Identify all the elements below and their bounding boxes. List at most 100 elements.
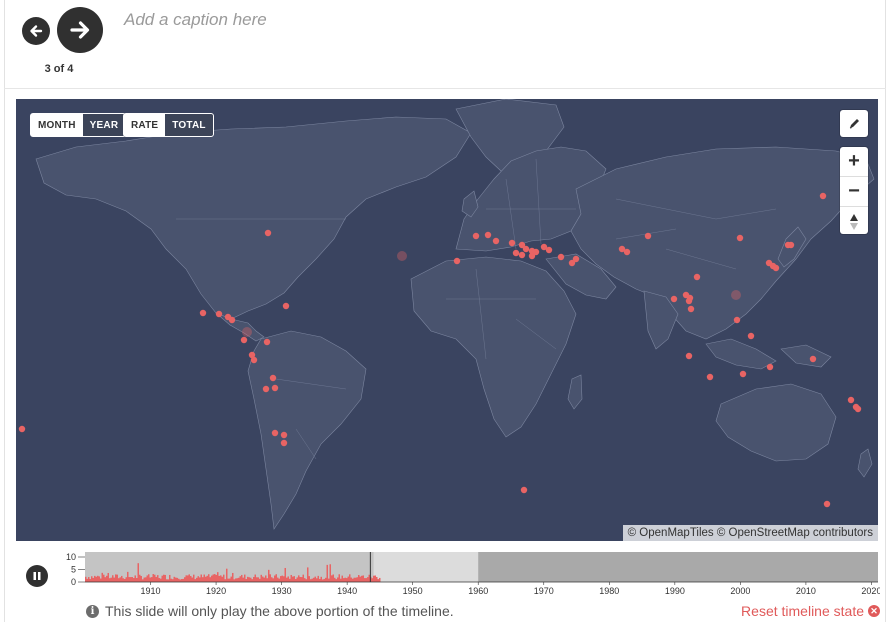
timeline-bar <box>281 575 283 582</box>
map-marker[interactable] <box>282 302 290 310</box>
reset-label: Reset timeline state <box>741 603 864 619</box>
timeline-bar <box>235 578 237 582</box>
map-marker[interactable] <box>484 231 492 239</box>
map-marker[interactable] <box>623 248 631 256</box>
timeline-bar <box>353 577 355 582</box>
map-marker[interactable] <box>557 253 565 261</box>
timeline-bar <box>145 577 147 582</box>
timeline-bar <box>328 578 330 582</box>
timeline-chart[interactable]: 10 5 0 1910 1920 1930 1940 1950 1960 1970 1980 199… <box>60 548 880 598</box>
pencil-icon[interactable] <box>840 110 868 137</box>
timeline-bar <box>256 577 258 582</box>
timeline-bar <box>127 571 129 582</box>
map-marker[interactable] <box>644 232 652 240</box>
timeline-bar <box>292 576 294 582</box>
map-marker[interactable] <box>685 297 693 305</box>
timeline-bar <box>296 577 298 582</box>
timeline-bar <box>178 578 180 582</box>
map-marker[interactable] <box>269 374 277 382</box>
timeline-notice: i This slide will only play the above po… <box>86 603 454 619</box>
map-marker[interactable] <box>766 363 774 371</box>
period-option-month[interactable]: MONTH <box>31 114 83 136</box>
map-marker[interactable] <box>528 252 536 260</box>
timeline-bar <box>206 575 208 582</box>
map-marker[interactable] <box>733 316 741 324</box>
map-marker[interactable] <box>568 259 576 267</box>
map-marker[interactable] <box>854 405 862 413</box>
arrow-right-icon[interactable] <box>57 7 103 53</box>
period-toggle[interactable]: MONTH YEAR <box>30 113 127 137</box>
timeline-bar <box>365 578 367 582</box>
map-marker[interactable] <box>508 239 516 247</box>
map-marker[interactable] <box>736 234 744 242</box>
timeline-bar <box>92 577 94 582</box>
compass-icon[interactable] <box>840 207 868 236</box>
timeline-bar <box>176 577 178 582</box>
map-marker[interactable] <box>685 352 693 360</box>
map-marker[interactable] <box>572 255 580 263</box>
map-marker[interactable] <box>809 355 817 363</box>
timeline-bar <box>355 577 357 582</box>
timeline-slide-window[interactable] <box>373 552 479 582</box>
map-marker[interactable] <box>228 316 236 324</box>
map-marker[interactable] <box>693 273 701 281</box>
pause-icon[interactable] <box>26 565 48 587</box>
map-marker[interactable] <box>618 245 626 253</box>
map-marker[interactable] <box>819 192 827 200</box>
map-marker[interactable] <box>18 425 26 433</box>
map-marker[interactable] <box>263 338 271 346</box>
map-marker[interactable] <box>280 431 288 439</box>
map-marker[interactable] <box>280 439 288 447</box>
timeline-bar <box>119 577 121 582</box>
caption-input[interactable]: Add a caption here <box>124 10 267 29</box>
timeline-bar <box>334 577 336 582</box>
map-marker[interactable] <box>472 232 480 240</box>
map-marker[interactable] <box>264 229 272 237</box>
map-marker[interactable] <box>670 295 678 303</box>
map-marker[interactable] <box>453 257 461 265</box>
map-marker[interactable] <box>540 243 548 251</box>
map-marker[interactable] <box>512 249 520 257</box>
measure-toggle[interactable]: RATE TOTAL <box>123 113 214 137</box>
map-marker[interactable] <box>518 241 526 249</box>
map-marker[interactable] <box>215 310 223 318</box>
reset-timeline-link[interactable]: Reset timeline state ✕ <box>741 603 880 619</box>
map-marker[interactable] <box>532 248 540 256</box>
timeline-bar <box>337 577 339 582</box>
timeline-bar <box>359 576 361 582</box>
timeline-bar <box>317 575 319 582</box>
map-marker[interactable] <box>706 373 714 381</box>
map-marker[interactable] <box>522 245 530 253</box>
map-marker[interactable] <box>262 385 270 393</box>
map-marker[interactable] <box>823 500 831 508</box>
timeline-bar <box>175 577 177 582</box>
measure-option-rate[interactable]: RATE <box>124 114 166 136</box>
zoom-controls: + − <box>840 147 868 234</box>
map-marker[interactable] <box>687 305 695 313</box>
measure-option-total[interactable]: TOTAL <box>165 114 213 136</box>
map-marker[interactable] <box>240 336 248 344</box>
map-marker[interactable] <box>518 251 526 259</box>
map-marker[interactable] <box>248 351 256 359</box>
map-marker[interactable] <box>199 309 207 317</box>
timeline-bar <box>319 578 321 582</box>
timeline-bar <box>97 575 99 582</box>
arrow-left-icon[interactable] <box>22 17 50 45</box>
map-marker[interactable] <box>492 237 500 245</box>
period-option-year[interactable]: YEAR <box>82 114 126 136</box>
map-marker[interactable] <box>847 396 855 404</box>
zoom-out-button[interactable]: − <box>840 177 868 207</box>
map-marker[interactable] <box>739 370 747 378</box>
map-marker[interactable] <box>271 429 279 437</box>
map-marker[interactable] <box>520 486 528 494</box>
zoom-in-button[interactable]: + <box>840 147 868 177</box>
world-map[interactable]: MONTH YEAR RATE TOTAL + − © OpenMapTiles… <box>16 99 878 541</box>
map-marker[interactable] <box>747 332 755 340</box>
map-marker[interactable] <box>772 264 780 272</box>
map-marker[interactable] <box>250 356 258 364</box>
map-marker[interactable] <box>545 246 553 254</box>
timeline-bar <box>376 577 378 582</box>
timeline-bar <box>173 576 175 582</box>
map-marker[interactable] <box>271 384 279 392</box>
map-marker[interactable] <box>787 241 795 249</box>
